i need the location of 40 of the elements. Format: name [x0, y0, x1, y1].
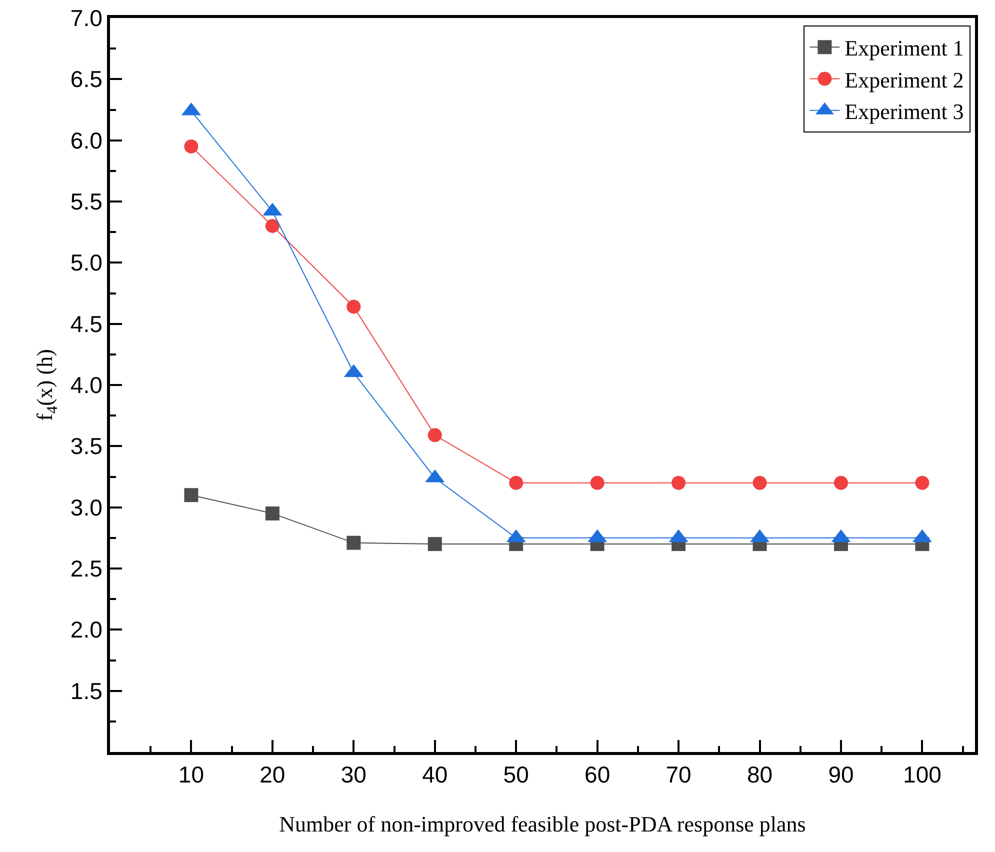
point	[672, 476, 686, 490]
point	[346, 300, 361, 314]
x-tick-label: 10	[178, 762, 204, 788]
x-tick-label: 20	[260, 762, 286, 788]
y-tick-label: 5.0	[70, 250, 102, 276]
point	[346, 536, 361, 550]
y-tick-label: 3.0	[70, 494, 102, 520]
point	[915, 476, 930, 490]
x-tick-label: 90	[828, 762, 854, 788]
x-tick-label: 50	[503, 762, 529, 788]
x-tick-label: 40	[422, 762, 448, 788]
point	[834, 476, 848, 490]
y-tick-label: 7.0	[70, 5, 102, 32]
y-tick-label: 2.5	[70, 556, 102, 582]
point	[428, 537, 442, 552]
x-tick-label: 80	[746, 762, 773, 788]
y-tick-label: 6.5	[70, 66, 102, 92]
x-tick-label: 60	[584, 762, 610, 788]
x-tick-label: 70	[666, 762, 692, 788]
y-tick-label: 3.5	[70, 433, 102, 460]
point	[428, 428, 442, 442]
x-tick-label: 30	[340, 762, 366, 788]
point	[265, 506, 280, 520]
legend-label: Experiment 1	[844, 36, 964, 61]
point	[590, 476, 604, 490]
y-tick-label: 1.5	[70, 678, 102, 704]
x-tick-label: 100	[903, 762, 942, 788]
y-tick-label: 4.5	[70, 310, 102, 337]
legend-label: Experiment 2	[844, 67, 964, 92]
x-axis-title: Number of non-improved feasible post-PDA response plans	[279, 812, 806, 836]
y-tick-label: 4.0	[70, 372, 102, 398]
legend-label: Experiment 3	[844, 98, 964, 124]
point	[752, 476, 767, 490]
point	[184, 139, 198, 154]
y-tick-label: 2.0	[70, 616, 102, 643]
point	[265, 218, 280, 233]
point	[509, 476, 524, 490]
y-tick-label: 5.5	[70, 188, 102, 215]
point	[184, 488, 198, 502]
y-tick-label: 6.0	[70, 127, 102, 154]
